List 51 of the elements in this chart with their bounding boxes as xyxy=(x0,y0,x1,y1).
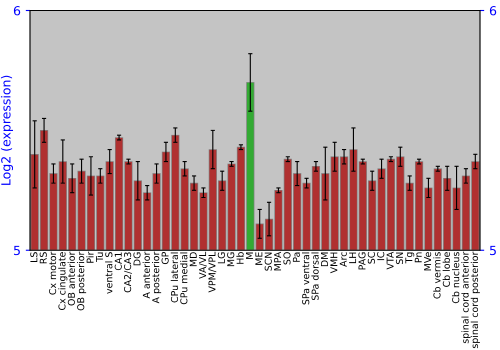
x-tick-label: DG xyxy=(133,252,141,266)
x-tick-label: CA2/CA3 xyxy=(124,252,132,292)
x-tick-label: SCN xyxy=(264,252,272,271)
y-axis-title: Log2 (expression) xyxy=(0,76,14,185)
x-tick-label: CPu lateral xyxy=(170,252,178,302)
x-tick-label: GP xyxy=(162,252,169,264)
x-tick-label: Pn xyxy=(414,252,422,262)
x-tick-label: spinal cord anterior xyxy=(461,252,471,344)
x-tick-label: OB posterior xyxy=(76,252,86,310)
x-tick-label: ventral S xyxy=(105,252,112,294)
x-tick-label: SPa dorsal xyxy=(311,252,319,300)
x-tick-label: Arc xyxy=(340,252,347,267)
x-tick-label: M xyxy=(246,252,253,259)
x-tick-label: RS xyxy=(40,252,47,264)
x-tick-label: SC xyxy=(368,252,375,264)
y2-tick-label: 5 xyxy=(490,246,496,256)
x-tick-label: VMH xyxy=(330,252,338,274)
x-tick-label: Tu xyxy=(96,252,104,262)
y2-tick-label: 6 xyxy=(490,6,496,16)
x-tick-label: Hb xyxy=(236,252,244,264)
x-tick-label: VTA xyxy=(386,252,394,270)
x-tick-label: DM xyxy=(321,252,328,266)
x-tick-label: MVe xyxy=(424,252,432,270)
x-tick-label: Pa xyxy=(292,252,300,262)
x-tick-label: ME xyxy=(255,252,262,265)
x-tick-label: A posterior xyxy=(152,252,162,304)
x-tick-label: MG xyxy=(227,252,234,266)
x-tick-label: Cb vermis xyxy=(433,252,441,299)
x-tick-label: Tg xyxy=(405,252,414,264)
x-tick-label: Cb nucleus xyxy=(452,252,460,304)
x-tick-label: VPM/VPL xyxy=(208,252,216,292)
x-tick-label: Cb lobe xyxy=(442,252,450,287)
x-tick-label: CPu medial xyxy=(180,252,188,304)
x-tick-label: SPa ventral xyxy=(302,252,310,304)
x-tick-label: LG xyxy=(218,252,225,264)
x-tick-label: LH xyxy=(349,252,356,264)
x-tick-label: VA/VL xyxy=(199,252,207,279)
x-tick-label: IC xyxy=(377,252,384,260)
x-tick-label: spinal cord posterior xyxy=(470,252,480,348)
x-tick-label: A anterior xyxy=(142,252,150,298)
x-tick-label: CA1 xyxy=(114,252,122,270)
x-tick-label: Pir xyxy=(86,252,94,263)
x-tick-label: MD xyxy=(190,252,197,266)
x-tick-label: PAG xyxy=(358,252,366,270)
x-tick-label: SO xyxy=(283,252,291,264)
x-tick-label: Cx motor xyxy=(49,252,56,295)
x-tick-label: SN xyxy=(396,252,404,264)
x-tick-label: MPA xyxy=(274,252,282,270)
x-tick-label: Cx cingulate xyxy=(58,252,68,310)
x-tick-label: OB anterior xyxy=(68,252,75,306)
x-tick-label: LS xyxy=(30,252,38,262)
